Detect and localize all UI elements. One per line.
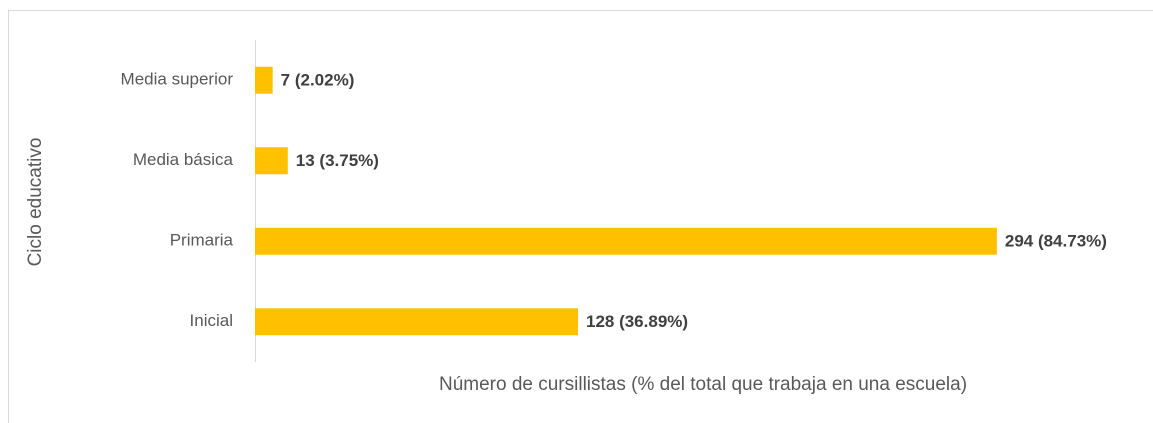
- bar: [255, 227, 997, 255]
- chart-border: [8, 10, 1153, 423]
- y-axis-title: Ciclo educativo: [25, 138, 46, 267]
- bar: [255, 66, 273, 94]
- bar: [255, 147, 288, 175]
- y-tick-label: Primaria: [170, 231, 234, 250]
- data-label: 128 (36.89%): [586, 312, 688, 331]
- x-axis-title: Número de cursillistas (% del total que …: [439, 374, 967, 395]
- y-tick-label: Media superior: [121, 70, 234, 89]
- data-label: 13 (3.75%): [296, 151, 379, 170]
- y-tick-label: Media básica: [133, 150, 234, 169]
- bar: [255, 308, 578, 336]
- data-label: 7 (2.02%): [281, 71, 355, 90]
- data-label: 294 (84.73%): [1005, 232, 1107, 251]
- y-tick-label: Inicial: [190, 311, 233, 330]
